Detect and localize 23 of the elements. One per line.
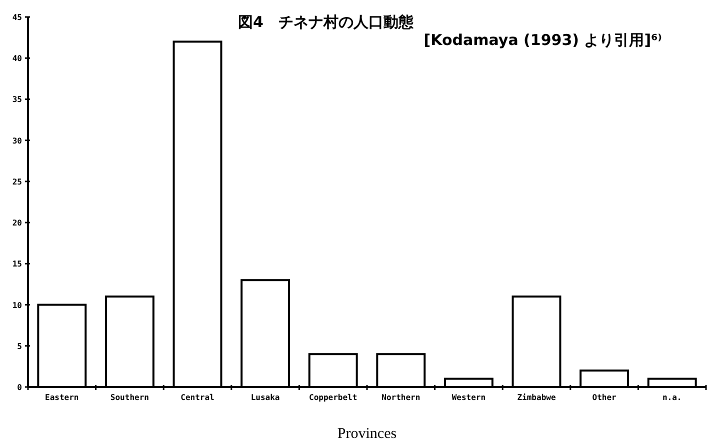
x-tick-label: Other	[592, 393, 617, 402]
y-tick-label: 15	[12, 260, 22, 269]
chart-title: 図4 チネナ村の人口動態	[238, 13, 414, 31]
x-tick-label: Northern	[382, 393, 420, 402]
y-tick-label: 30	[12, 136, 22, 146]
y-tick-label: 45	[12, 13, 22, 22]
y-tick-label: 40	[12, 54, 22, 64]
y-tick-label: 20	[12, 218, 22, 228]
x-tick-label: n.a.	[662, 393, 682, 402]
y-tick-label: 0	[17, 383, 22, 392]
x-tick-label: Lusaka	[250, 393, 280, 402]
text: [Kodamaya (1993) より引用]⁶⁾	[424, 31, 662, 49]
x-tick-label: Western	[452, 393, 486, 402]
y-tick-label: 35	[12, 95, 22, 104]
x-tick-label: Central	[180, 393, 215, 402]
y-tick-label: 10	[12, 300, 22, 310]
x-tick-label: Southern	[110, 393, 150, 402]
x-tick-label: Eastern	[45, 393, 79, 402]
x-tick-label: Zimbabwe	[517, 393, 556, 402]
y-tick-label: 25	[12, 177, 22, 186]
x-tick-label: Copperbelt	[309, 393, 358, 402]
x-axis-title: Provinces	[337, 426, 397, 442]
y-tick-label: 5	[17, 342, 22, 351]
